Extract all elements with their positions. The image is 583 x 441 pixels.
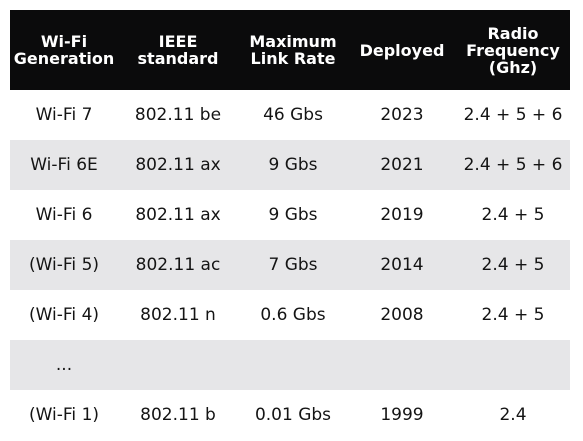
cell-generation: ... [55,355,73,375]
cell-deployed: 2023 [380,105,424,125]
table-row-ellipsis: ... [10,340,570,390]
cell-link-rate: 0.6 Gbs [260,305,326,325]
cell-standard: 802.11 b [140,405,216,425]
cell-frequency: 2.4 + 5 [481,205,545,225]
cell-deployed: 2014 [380,255,424,275]
cell-frequency: 2.4 + 5 + 6 [463,155,563,175]
cell-link-rate: 46 Gbs [263,105,323,125]
cell-generation: Wi-Fi 7 [35,105,93,125]
cell-frequency: 2.4 + 5 + 6 [463,105,563,125]
header-wifi-generation: Wi-Fi Generation [13,32,115,68]
cell-link-rate: 9 Gbs [268,205,318,225]
header-row: Wi-Fi Generation IEEE standard Maximum Link… [10,10,570,90]
table-row: (Wi-Fi 4) 802.11 n 0.6 Gbs 2008 2.4 + 5 [10,290,570,340]
cell-link-rate [238,340,348,390]
header-radio-frequency: Radio Frequency (Ghz) [466,23,560,77]
cell-link-rate: 9 Gbs [268,155,318,175]
wifi-generations-table: Wi-Fi Generation IEEE standard Maximum Link… [10,10,570,440]
header-maximum-link-rate: Maximum Link Rate [249,32,337,68]
table-row: Wi-Fi 6 802.11 ax 9 Gbs 2019 2.4 + 5 [10,190,570,240]
header-deployed: Deployed [359,40,445,60]
cell-generation: (Wi-Fi 5) [28,255,100,275]
cell-standard: 802.11 ax [135,155,221,175]
table-body: Wi-Fi 7 802.11 be 46 Gbs 2023 2.4 + 5 + … [10,90,570,440]
table-row: (Wi-Fi 1) 802.11 b 0.01 Gbs 1999 2.4 [10,390,570,440]
cell-standard: 802.11 n [140,305,216,325]
header-ieee-standard: IEEE standard [137,32,219,68]
cell-frequency: 2.4 + 5 [481,255,545,275]
cell-standard: 802.11 ac [135,255,221,275]
cell-generation: (Wi-Fi 1) [28,405,100,425]
cell-frequency: 2.4 + 5 [481,305,545,325]
cell-link-rate: 7 Gbs [268,255,318,275]
cell-deployed [348,340,456,390]
table-row: Wi-Fi 6E 802.11 ax 9 Gbs 2021 2.4 + 5 + … [10,140,570,190]
table-header: Wi-Fi Generation IEEE standard Maximum Link… [10,10,570,90]
cell-generation: (Wi-Fi 4) [28,305,100,325]
table-row: Wi-Fi 7 802.11 be 46 Gbs 2023 2.4 + 5 + … [10,90,570,140]
cell-deployed: 1999 [380,405,424,425]
cell-frequency [456,340,570,390]
cell-frequency: 2.4 [499,405,527,425]
cell-standard [118,340,238,390]
table-row: (Wi-Fi 5) 802.11 ac 7 Gbs 2014 2.4 + 5 [10,240,570,290]
cell-generation: Wi-Fi 6E [30,155,98,175]
cell-generation: Wi-Fi 6 [35,205,93,225]
cell-deployed: 2021 [380,155,424,175]
cell-standard: 802.11 ax [135,205,221,225]
cell-deployed: 2019 [380,205,424,225]
cell-deployed: 2008 [380,305,424,325]
cell-standard: 802.11 be [134,105,222,125]
cell-link-rate: 0.01 Gbs [254,405,332,425]
